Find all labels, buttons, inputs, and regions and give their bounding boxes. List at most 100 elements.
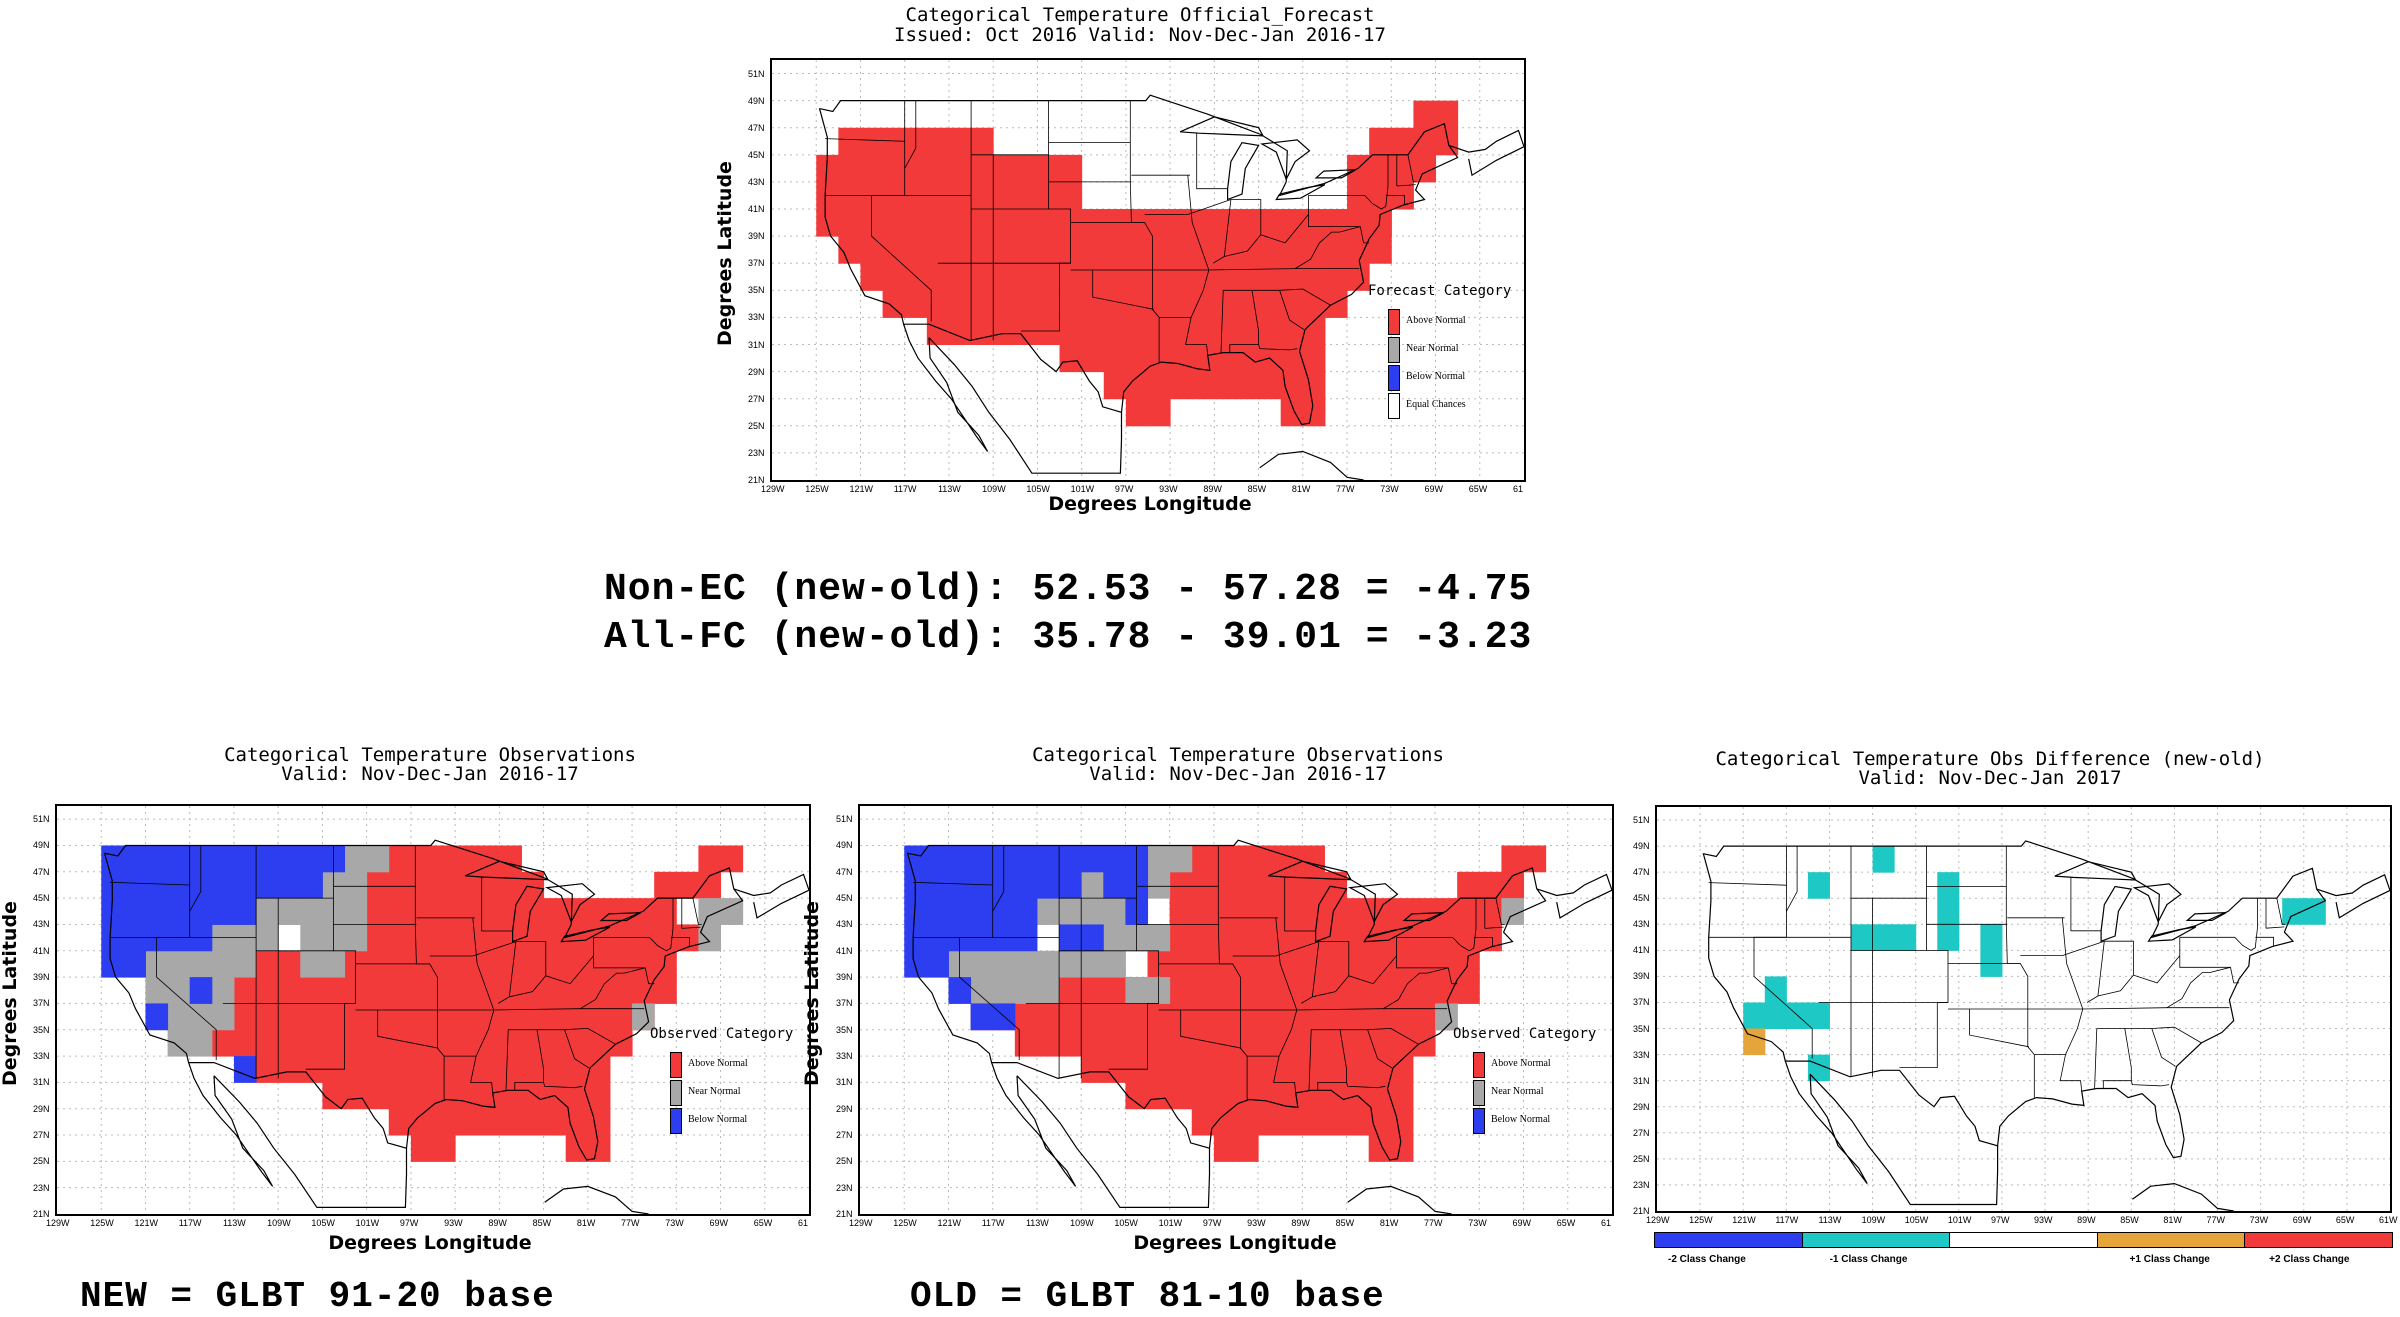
above-normal-cell: [455, 898, 478, 925]
above-normal-cell: [477, 1029, 500, 1057]
above-normal-cell: [1213, 1135, 1237, 1162]
below-normal-cell: [300, 845, 323, 873]
colorbar-segment: [2244, 1232, 2393, 1248]
state-boundary: [1284, 877, 1316, 932]
mexico-coast: [1016, 1075, 1211, 1208]
below-normal-cell: [926, 950, 949, 978]
below-normal-cell: [167, 898, 191, 925]
above-normal-cell: [499, 1082, 522, 1110]
above-normal-cell: [1280, 398, 1304, 427]
lat-tick-label: 49N: [33, 840, 50, 851]
above-normal-cell: [1324, 950, 1348, 978]
above-normal-cell: [1324, 209, 1348, 237]
near-normal-cell: [189, 950, 213, 978]
above-normal-cell: [433, 871, 456, 899]
above-normal-cell: [993, 317, 1016, 346]
state-boundary: [1308, 154, 1389, 210]
lon-tick-label: 89W: [488, 1218, 507, 1228]
lon-tick-label: 61: [798, 1218, 809, 1228]
near-normal-cell: [167, 950, 191, 978]
canada-coast: [2316, 873, 2390, 919]
minus1-cell: [1807, 1002, 1830, 1030]
state-boundary: [1484, 926, 1504, 929]
lon-tick-label: 81W: [2163, 1215, 2182, 1225]
lat-tick-label: 35N: [836, 1024, 853, 1035]
near-normal-cell: [344, 924, 368, 952]
above-normal-cell: [676, 871, 699, 899]
below-normal-cell: [1059, 871, 1082, 899]
state-boundary: [2070, 877, 2102, 932]
minus1-cell: [1872, 846, 1895, 873]
above-normal-cell: [948, 236, 972, 264]
above-normal-cell: [1412, 1029, 1436, 1057]
lon-tick-label: 129W: [849, 1218, 873, 1228]
legend-swatch: [1473, 1080, 1485, 1106]
above-normal-cell: [1368, 924, 1392, 952]
near-normal-cell: [300, 950, 323, 978]
below-normal-cell: [101, 950, 124, 978]
above-normal-cell: [1236, 236, 1260, 264]
above-normal-cell: [256, 1003, 279, 1031]
state-boundary: [1230, 195, 1309, 244]
above-normal-cell: [388, 924, 412, 952]
lon-tick-label: 101W: [1070, 484, 1095, 494]
great-lake: [1347, 883, 1399, 924]
above-normal-cell: [1346, 898, 1370, 925]
above-normal-cell: [654, 898, 677, 925]
above-normal-cell: [971, 127, 994, 156]
above-normal-cell: [410, 1108, 434, 1136]
above-normal-cell: [1258, 977, 1281, 1004]
above-normal-cell: [543, 1108, 567, 1136]
lon-tick-label: 69W: [709, 1218, 729, 1228]
below-normal-cell: [167, 871, 191, 899]
above-normal-cell: [256, 950, 279, 978]
above-normal-cell: [1302, 950, 1325, 978]
above-normal-cell: [1435, 100, 1459, 129]
state-boundary: [2255, 936, 2274, 947]
above-normal-cell: [410, 977, 434, 1004]
above-normal-cell: [1302, 898, 1325, 925]
above-normal-cell: [1391, 127, 1414, 156]
obs-new-legend-title: Observed Category: [650, 1026, 794, 1042]
below-normal-cell: [904, 950, 927, 978]
above-normal-cell: [1258, 898, 1281, 925]
lon-tick-label: 77W: [1336, 484, 1355, 494]
above-normal-cell: [1390, 1003, 1414, 1031]
above-normal-cell: [1125, 1082, 1149, 1110]
above-normal-cell: [278, 1003, 301, 1031]
above-normal-cell: [1170, 290, 1193, 318]
above-normal-cell: [587, 1056, 611, 1083]
legend-swatch: [1388, 337, 1400, 363]
above-normal-cell: [477, 1108, 500, 1136]
above-normal-cell: [904, 209, 928, 237]
lon-tick-label: 77W: [2206, 1215, 2226, 1225]
above-normal-cell: [1390, 950, 1414, 978]
obs-new-xlabel: Degrees Longitude: [328, 1232, 532, 1254]
lat-tick-label: 47N: [748, 122, 765, 133]
state-boundary: [110, 881, 190, 886]
state-boundary: [2265, 926, 2285, 929]
above-normal-cell: [1103, 1003, 1126, 1031]
above-normal-cell: [1258, 209, 1282, 237]
above-normal-cell: [1191, 871, 1215, 899]
lat-tick-label: 45N: [1633, 893, 1650, 904]
above-normal-cell: [1324, 898, 1348, 925]
above-normal-cell: [1081, 236, 1105, 264]
near-normal-cell: [233, 950, 257, 978]
lon-tick-label: 77W: [621, 1218, 640, 1228]
lon-tick-label: 129W: [46, 1218, 70, 1228]
lon-tick-label: 113W: [1025, 1218, 1049, 1228]
lat-tick-label: 41N: [33, 945, 50, 956]
above-normal-cell: [477, 924, 500, 952]
state-boundary: [692, 898, 702, 925]
lat-tick-label: 35N: [748, 285, 765, 296]
above-normal-cell: [926, 290, 950, 318]
above-normal-cell: [1191, 898, 1215, 925]
state-boundary: [670, 937, 690, 947]
near-normal-cell: [344, 898, 368, 925]
near-normal-cell: [1059, 950, 1082, 978]
diff-map: [1655, 805, 2392, 1213]
lon-tick-label: 97W: [1990, 1215, 2010, 1225]
state-boundary: [414, 845, 445, 1100]
above-normal-cell: [882, 263, 906, 291]
